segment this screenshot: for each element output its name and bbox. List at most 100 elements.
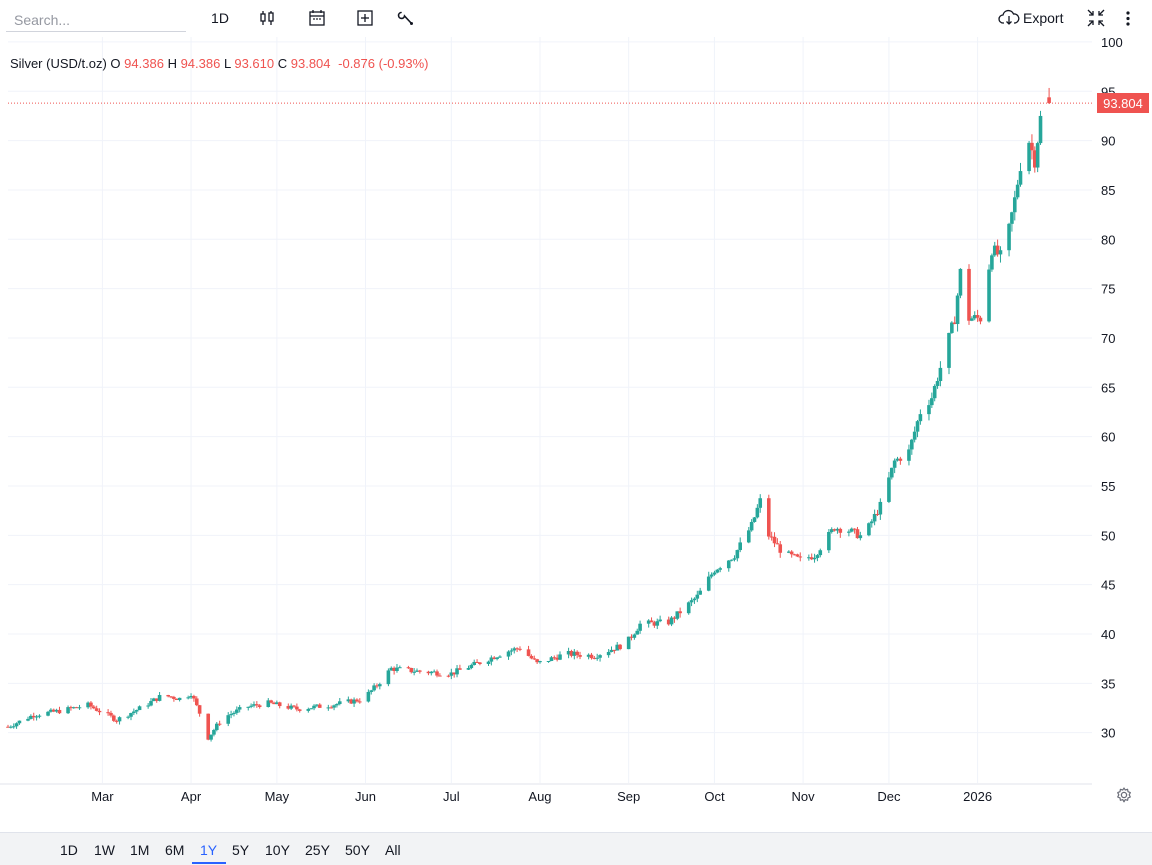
candle-body — [229, 714, 233, 716]
top-toolbar: 1D Export — [0, 0, 1152, 37]
candle-body — [232, 712, 236, 715]
candle-body — [538, 661, 542, 663]
candle-body — [317, 704, 322, 708]
range-button-25y[interactable]: 25Y — [305, 842, 330, 858]
candle-body — [895, 458, 900, 461]
export-label: Export — [1023, 10, 1064, 26]
candle-body — [738, 542, 743, 551]
candle-body — [755, 507, 760, 518]
range-button-5y[interactable]: 5Y — [232, 842, 250, 858]
candle-body — [452, 672, 456, 675]
candle-body — [349, 699, 354, 704]
candle-body — [212, 730, 216, 735]
candle-body — [192, 695, 196, 699]
candle-body — [51, 709, 56, 712]
more-menu-button[interactable] — [1118, 6, 1138, 30]
range-button-1m[interactable]: 1M — [130, 842, 150, 858]
range-button-6m[interactable]: 6M — [165, 842, 185, 858]
candle-body — [137, 706, 142, 711]
candle-body — [789, 551, 794, 555]
candle-body — [912, 431, 917, 440]
candle-body — [827, 531, 831, 551]
candle-body — [549, 657, 554, 661]
candle-body — [867, 523, 871, 536]
candle-body — [466, 668, 471, 670]
candle-body — [686, 602, 691, 614]
candle-body — [958, 268, 963, 296]
candle-body — [26, 718, 30, 721]
candle-body — [54, 709, 59, 712]
candle-body — [558, 654, 562, 660]
candle-body — [357, 701, 362, 703]
interval-label: 1D — [211, 10, 229, 26]
candle-body — [795, 554, 800, 557]
candle-body — [818, 550, 823, 556]
legend-close-label: C — [277, 56, 288, 71]
search-input[interactable] — [6, 8, 186, 32]
fullscreen-button[interactable] — [1084, 6, 1108, 30]
candle-body — [389, 667, 394, 671]
candle-body — [286, 706, 291, 709]
range-button-all[interactable]: All — [385, 842, 401, 858]
candle-body — [472, 661, 477, 665]
range-button-10y[interactable]: 10Y — [265, 842, 290, 858]
date-range-button[interactable] — [305, 6, 329, 30]
candle-body — [11, 726, 16, 728]
candle-body — [117, 717, 122, 722]
candle-body — [935, 381, 940, 386]
range-button-50y[interactable]: 50Y — [345, 842, 370, 858]
active-range-underline — [192, 862, 226, 864]
candle-body — [812, 557, 817, 560]
time-tick-label: 2026 — [963, 789, 992, 804]
candle-body — [592, 658, 597, 660]
range-button-1w[interactable]: 1W — [94, 842, 115, 858]
candle-body — [758, 498, 763, 508]
range-button-1d[interactable]: 1D — [60, 842, 78, 858]
candle-body — [275, 702, 279, 705]
export-button[interactable]: Export — [998, 6, 1068, 30]
price-tick-label: 50 — [1101, 528, 1115, 543]
candle-body — [97, 710, 102, 713]
candle-body — [732, 558, 737, 560]
candle-body — [355, 699, 359, 702]
candle-body — [932, 385, 937, 399]
candle-body — [226, 715, 231, 724]
candle-body — [638, 623, 642, 631]
candle-body — [832, 529, 837, 531]
range-button-1y[interactable]: 1Y — [200, 842, 218, 858]
candle-body — [669, 617, 674, 625]
candle-body — [114, 720, 119, 722]
candle-body — [715, 569, 720, 573]
time-tick-label: Oct — [704, 789, 725, 804]
candle-body — [987, 269, 991, 322]
collapse-icon — [1087, 9, 1105, 27]
time-tick-label: Jul — [443, 789, 460, 804]
add-indicator-button[interactable] — [353, 6, 377, 30]
chart-settings-button[interactable] — [1115, 786, 1133, 804]
interval-button[interactable]: 1D — [204, 6, 236, 30]
candle-body — [269, 700, 273, 703]
candle-body — [1035, 143, 1040, 168]
candle-body — [1015, 184, 1020, 198]
price-tick-label: 75 — [1101, 282, 1115, 297]
candle-body — [950, 322, 954, 333]
candle-body — [257, 705, 262, 707]
candle-body — [409, 667, 414, 673]
price-tick-label: 55 — [1101, 479, 1115, 494]
legend-open-value: 94.386 — [124, 56, 164, 71]
candle-body — [109, 712, 113, 716]
candle-body — [575, 651, 579, 656]
candle-body — [395, 667, 399, 671]
price-tick-label: 45 — [1101, 578, 1115, 593]
legend-open-label: O — [110, 56, 121, 71]
legend-high-label: H — [167, 56, 177, 71]
candle-body — [369, 690, 374, 692]
candle-body — [332, 705, 336, 708]
settings-tools-button[interactable] — [394, 6, 418, 30]
gear-icon — [1117, 787, 1131, 803]
candle-body — [518, 648, 522, 650]
candle-body — [646, 620, 651, 624]
candle-body — [246, 706, 251, 708]
chart-type-button[interactable] — [255, 6, 279, 30]
